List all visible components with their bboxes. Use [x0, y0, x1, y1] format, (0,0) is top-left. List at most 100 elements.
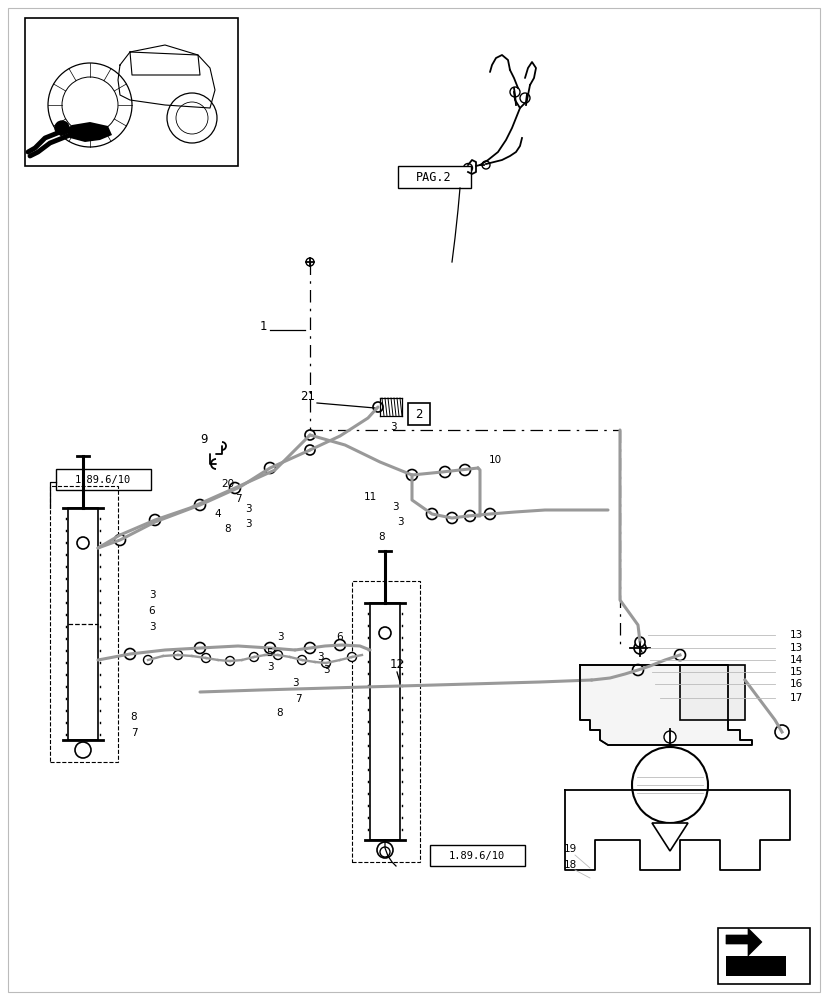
Circle shape: [264, 462, 275, 474]
Circle shape: [774, 725, 788, 739]
Circle shape: [446, 512, 457, 524]
Circle shape: [264, 642, 275, 654]
Text: 19: 19: [563, 844, 576, 854]
Bar: [25, 18, 237, 166]
Circle shape: [304, 642, 315, 654]
Circle shape: [372, 402, 383, 412]
Text: 14: 14: [789, 655, 802, 665]
Circle shape: [225, 656, 234, 666]
Circle shape: [297, 656, 306, 664]
Circle shape: [634, 637, 644, 647]
Circle shape: [334, 640, 345, 650]
Circle shape: [481, 161, 490, 169]
Text: 3: 3: [316, 652, 323, 662]
Text: 4: 4: [214, 509, 221, 519]
Text: 3: 3: [149, 622, 155, 632]
Circle shape: [273, 650, 282, 660]
Bar: [429, 845, 524, 866]
Circle shape: [150, 514, 160, 526]
Bar: [68, 508, 98, 740]
Bar: [725, 956, 785, 976]
Text: 3: 3: [245, 519, 251, 529]
Bar: [717, 928, 809, 984]
Text: 7: 7: [131, 728, 137, 738]
Circle shape: [484, 508, 495, 520]
Bar: [679, 665, 744, 720]
Text: 18: 18: [563, 860, 576, 870]
Polygon shape: [725, 928, 761, 956]
Text: 16: 16: [789, 679, 802, 689]
Text: 3: 3: [276, 632, 283, 642]
Circle shape: [633, 642, 645, 654]
Circle shape: [304, 430, 314, 440]
Circle shape: [347, 652, 356, 662]
Bar: [56, 469, 151, 490]
Text: 9: 9: [200, 433, 208, 446]
Text: 3: 3: [396, 517, 403, 527]
Circle shape: [143, 656, 152, 664]
Text: 3: 3: [266, 662, 273, 672]
Text: 1: 1: [260, 320, 267, 333]
Text: 6: 6: [149, 606, 155, 616]
Text: 21: 21: [299, 390, 314, 403]
Circle shape: [249, 652, 258, 662]
Circle shape: [459, 464, 470, 476]
Text: 13: 13: [789, 630, 802, 640]
Circle shape: [194, 499, 205, 510]
Text: 20: 20: [221, 479, 234, 489]
Circle shape: [674, 650, 685, 660]
Circle shape: [114, 534, 126, 546]
Circle shape: [194, 642, 205, 654]
Text: 8: 8: [276, 708, 283, 718]
Text: 8: 8: [224, 524, 231, 534]
Polygon shape: [579, 665, 751, 745]
Text: 10: 10: [488, 455, 501, 465]
Circle shape: [75, 742, 91, 758]
Text: 3: 3: [245, 504, 251, 514]
Text: 7: 7: [234, 494, 241, 504]
Circle shape: [380, 847, 390, 857]
Text: 6: 6: [337, 632, 343, 642]
Circle shape: [376, 842, 393, 858]
Circle shape: [455, 170, 464, 179]
Circle shape: [201, 654, 210, 662]
Circle shape: [632, 664, 643, 676]
Circle shape: [321, 658, 330, 668]
Polygon shape: [651, 823, 687, 851]
Circle shape: [55, 121, 69, 135]
Circle shape: [229, 483, 240, 493]
Text: 15: 15: [789, 667, 802, 677]
Circle shape: [463, 164, 472, 173]
Circle shape: [519, 93, 529, 103]
Text: 2: 2: [415, 408, 423, 420]
Circle shape: [509, 87, 519, 97]
Text: 5: 5: [266, 648, 273, 658]
Text: PAG.2: PAG.2: [416, 171, 452, 184]
Circle shape: [426, 508, 437, 520]
Circle shape: [379, 627, 390, 639]
Circle shape: [304, 445, 314, 455]
Text: 7: 7: [294, 694, 301, 704]
FancyBboxPatch shape: [398, 166, 471, 188]
Bar: [351, 581, 419, 862]
Text: 3: 3: [391, 502, 398, 512]
Circle shape: [631, 747, 707, 823]
Bar: [50, 486, 118, 762]
Text: 3: 3: [149, 590, 155, 600]
Circle shape: [124, 648, 136, 660]
Text: 8: 8: [131, 712, 137, 722]
Text: 17: 17: [789, 693, 802, 703]
Circle shape: [663, 731, 675, 743]
Polygon shape: [65, 122, 112, 142]
Text: 13: 13: [789, 643, 802, 653]
Circle shape: [77, 537, 88, 549]
Circle shape: [439, 466, 450, 478]
Text: 3: 3: [291, 678, 298, 688]
Circle shape: [306, 258, 313, 266]
Text: 3: 3: [323, 665, 329, 675]
Text: 8: 8: [378, 532, 385, 542]
Text: 1.89.6/10: 1.89.6/10: [74, 475, 131, 485]
Circle shape: [406, 470, 417, 481]
Text: 12: 12: [390, 658, 404, 671]
Bar: [408, 403, 429, 425]
